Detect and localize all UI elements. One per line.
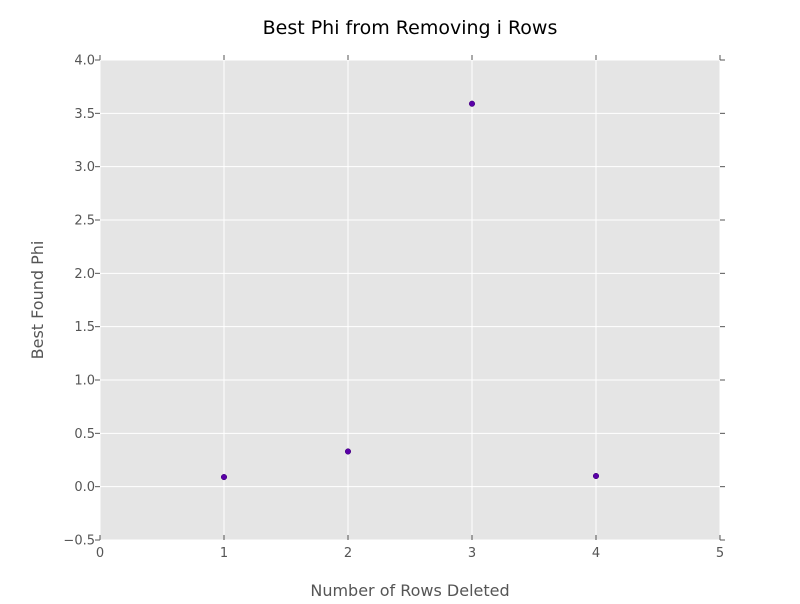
- y-tick-label: −0.5: [63, 534, 95, 549]
- data-point: [592, 472, 600, 480]
- chart-title: Best Phi from Removing i Rows: [263, 17, 558, 39]
- points-layer: [220, 100, 600, 481]
- x-axis-label: Number of Rows Deleted: [310, 581, 509, 600]
- y-tick-label: 2.0: [74, 267, 95, 282]
- x-tick-label: 2: [344, 546, 352, 561]
- x-tick-label: 1: [220, 546, 228, 561]
- y-tick-label: 4.0: [74, 54, 95, 69]
- y-tick-label: 0.0: [74, 480, 95, 495]
- grid-layer: [99, 59, 721, 541]
- x-tick-label: 3: [468, 546, 476, 561]
- x-tick-label: 0: [96, 546, 104, 561]
- y-tick-label: 0.5: [74, 427, 95, 442]
- data-point: [220, 474, 228, 481]
- y-tick-label: 3.5: [74, 107, 95, 122]
- plot-area: [100, 60, 720, 540]
- data-point: [344, 448, 352, 455]
- y-axis-label: Best Found Phi: [28, 241, 47, 360]
- y-tick-label: 3.0: [74, 160, 95, 175]
- data-point: [468, 100, 476, 107]
- y-tick-label: 1.5: [74, 320, 95, 335]
- y-tick-label: 1.0: [74, 374, 95, 389]
- x-tick-label: 5: [716, 546, 724, 561]
- x-tick-label: 4: [592, 546, 600, 561]
- tick-layer: 0 1 2 3 4 5 −0.5 0.0 0.5 1.0 1.5 2.0 2.5 3.0 3.5 4.0: [63, 54, 725, 561]
- y-tick-label: 2.5: [74, 214, 95, 229]
